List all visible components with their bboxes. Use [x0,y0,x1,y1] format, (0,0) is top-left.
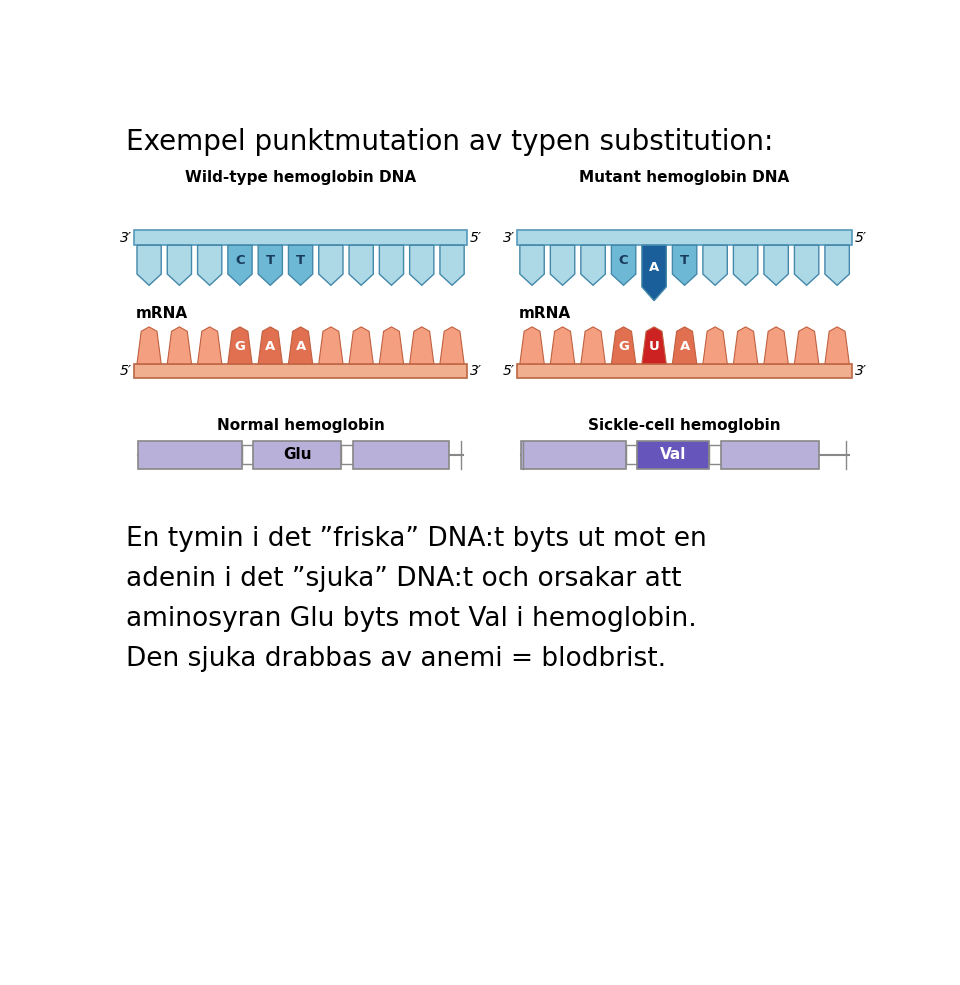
Text: A: A [680,340,689,353]
Bar [341,445,352,464]
Text: En tymin i det ”friska” DNA:t byts ut mot en: En tymin i det ”friska” DNA:t byts ut mo… [126,526,707,553]
Text: U: U [649,340,660,353]
Text: Mutant hemoglobin DNA: Mutant hemoglobin DNA [580,170,790,185]
Bar [721,441,819,469]
Polygon shape [764,327,788,363]
Polygon shape [440,245,465,286]
Bar [626,445,637,464]
Polygon shape [612,245,636,286]
Polygon shape [288,245,313,286]
Polygon shape [672,327,697,363]
Polygon shape [228,245,252,286]
Polygon shape [703,245,728,286]
Polygon shape [167,327,191,363]
Bar [637,441,709,469]
Text: 3′: 3′ [502,230,515,244]
Polygon shape [440,327,465,363]
Polygon shape [825,327,850,363]
Bar [138,441,242,469]
Text: A: A [265,340,276,353]
Text: T: T [680,254,689,267]
Polygon shape [379,245,403,286]
Bar [134,230,468,245]
Text: 3′: 3′ [469,363,482,378]
Text: 5′: 5′ [854,230,867,244]
Text: Exempel punktmutation av typen substitution:: Exempel punktmutation av typen substitut… [126,128,774,157]
Text: G: G [618,340,629,353]
Text: 3′: 3′ [120,230,132,244]
Polygon shape [137,327,161,363]
Bar [520,441,626,469]
Text: 5′: 5′ [502,363,515,378]
Polygon shape [550,245,575,286]
Polygon shape [642,327,666,363]
Text: Den sjuka drabbas av anemi = blodbrist.: Den sjuka drabbas av anemi = blodbrist. [126,646,666,673]
Text: Sickle-cell hemoglobin: Sickle-cell hemoglobin [588,418,780,433]
Polygon shape [733,327,757,363]
Polygon shape [410,245,434,286]
Polygon shape [137,245,161,286]
Bar [134,363,468,377]
Polygon shape [258,327,282,363]
Polygon shape [288,327,313,363]
Text: adenin i det ”sjuka” DNA:t och orsakar att: adenin i det ”sjuka” DNA:t och orsakar a… [126,566,682,592]
Polygon shape [319,327,343,363]
Text: mRNA: mRNA [135,305,187,321]
Polygon shape [520,327,544,363]
Polygon shape [672,245,697,286]
Polygon shape [379,327,403,363]
Bar [516,230,852,245]
Bar [242,445,253,464]
Text: 3′: 3′ [854,363,867,378]
Polygon shape [642,245,666,300]
Polygon shape [410,327,434,363]
Polygon shape [764,245,788,286]
Text: C: C [235,254,245,267]
Text: mRNA: mRNA [518,305,570,321]
Text: T: T [296,254,305,267]
Text: aminosyran Glu byts mot Val i hemoglobin.: aminosyran Glu byts mot Val i hemoglobin… [126,607,697,632]
Polygon shape [228,327,252,363]
Text: 5′: 5′ [469,230,482,244]
Text: A: A [296,340,305,353]
Polygon shape [520,245,544,286]
Polygon shape [258,245,282,286]
Polygon shape [581,327,605,363]
Text: T: T [266,254,275,267]
Bar [709,445,721,464]
Polygon shape [795,245,819,286]
Text: Normal hemoglobin: Normal hemoglobin [217,418,385,433]
Bar [516,363,852,377]
Polygon shape [198,245,222,286]
Polygon shape [825,245,850,286]
Polygon shape [349,245,373,286]
Text: A: A [649,261,660,274]
Polygon shape [319,245,343,286]
Text: 5′: 5′ [120,363,132,378]
Bar [253,441,341,469]
Polygon shape [733,245,757,286]
Text: G: G [234,340,246,353]
Polygon shape [198,327,222,363]
Text: Wild-type hemoglobin DNA: Wild-type hemoglobin DNA [185,170,416,185]
Polygon shape [550,327,575,363]
Text: C: C [619,254,629,267]
Polygon shape [581,245,605,286]
Text: Val: Val [660,447,686,462]
Polygon shape [612,327,636,363]
Bar [352,441,448,469]
Polygon shape [349,327,373,363]
Polygon shape [795,327,819,363]
Text: Glu: Glu [283,447,312,462]
Polygon shape [167,245,191,286]
Polygon shape [703,327,728,363]
